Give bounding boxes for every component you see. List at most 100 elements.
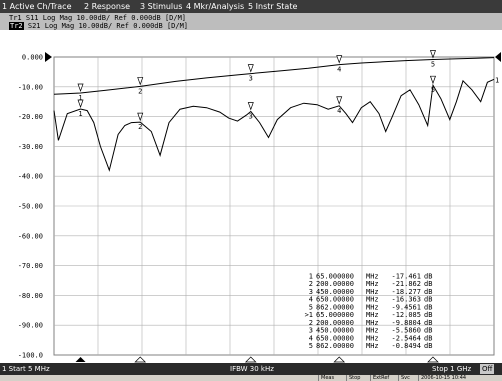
y-tick-label: -100.0 [18,352,43,360]
trace-2-text: S21 Log Mag 10.00dB/ Ref 0.000dB [D/M] [23,22,189,30]
marker-s11-4: 4 [336,55,343,74]
marker-value-unit: dB [424,303,432,311]
marker-triangle [77,83,84,93]
marker-value-unit: dB [424,288,432,296]
marker-stimulus: 200.00000 [316,319,354,327]
marker-id: 2 [309,319,313,327]
marker-position-indicator [134,356,147,363]
trace-1-badge: Tr1 [9,14,22,22]
chart-area: 0.000 -10.00 -20.00 -30.00 -40.00 -50.00 -60.0… [0,30,502,363]
y-tick-label: -30.00 [18,143,43,151]
marker-s21-5: 5 [429,75,436,94]
y-tick-label: -40.00 [18,173,43,181]
marker-number-label: 3 [249,112,253,120]
menu-instr-state[interactable]: 5 Instr State [248,2,298,11]
stop-frequency[interactable]: Stop 1 GHz [432,365,472,373]
ifbw-setting[interactable]: IFBW 30 kHz [230,365,274,373]
marker-unit: MHz [366,319,379,327]
marker-stimulus: 650.00000 [316,334,354,342]
marker-value-unit: dB [424,280,432,288]
marker-position-indicator [427,356,439,363]
marker-stimulus: 65.000000 [316,311,354,319]
marker-value: -18.277 [391,288,421,296]
reference-position-arrow [45,52,52,62]
marker-triangle [77,99,84,109]
marker-value-unit: dB [424,272,432,280]
marker-unit: MHz [366,272,379,280]
marker-s21-3: 3 [247,102,254,120]
marker-unit: MHz [366,288,379,296]
marker-id: 3 [309,327,313,335]
taskbar-datetime: 2006-10-15 10:44 [418,375,466,381]
marker-value-unit: dB [424,319,432,327]
marker-value: -0.8494 [391,342,421,350]
marker-triangle [247,102,254,111]
marker-unit: MHz [366,303,379,311]
trace-1-text: S11 Log Mag 10.00dB/ Ref 0.000dB [D/M] [21,14,187,22]
marker-id: 2 [309,280,313,288]
menu-active-ch-trace[interactable]: 1 Active Ch/Trace [2,2,72,11]
y-tick-label: -70.00 [18,262,43,270]
marker-unit: MHz [366,342,379,350]
marker-number-label: 2 [138,87,142,95]
marker-table-row: >1 65.000000 MHz -12.085 dB [305,311,433,319]
trace-line-s21 [53,78,495,172]
y-tick-label: -80.00 [18,292,43,300]
marker-id: 5 [309,342,313,350]
marker-stimulus: 650.00000 [316,296,354,304]
trace-line-s11 [53,57,495,95]
trace-header: Tr1 S11 Log Mag 10.00dB/ Ref 0.000dB [D/… [0,13,502,30]
y-tick-label: -90.00 [18,322,43,330]
marker-value-unit: dB [424,334,432,342]
marker-value-unit: dB [424,327,432,335]
marker-table-row: 2 200.00000 MHz -9.8804 dB [309,319,433,327]
menu-stimulus[interactable]: 3 Stimulus [140,2,183,11]
trace-end-label: 1 [495,76,499,84]
taskbar-meas: Meas [318,375,334,381]
task-bar: Meas Stop ExtRef Svc 2006-10-15 10:44 [0,375,502,381]
marker-s11-1: 1 [77,83,84,102]
y-tick-label: 0.000 [22,54,43,62]
y-tick-label: -60.00 [18,232,43,240]
trace-label-1[interactable]: Tr1 S11 Log Mag 10.00dB/ Ref 0.000dB [D/… [9,14,186,22]
menu-mkr-analysis[interactable]: 4 Mkr/Analysis [186,2,245,11]
start-frequency[interactable]: 1 Start 5 MHz [2,365,50,373]
marker-unit: MHz [366,327,379,335]
marker-s21-4: 4 [336,96,343,115]
chart-svg: 0.000 -10.00 -20.00 -30.00 -40.00 -50.00 -60.0… [18,50,501,363]
marker-id: 4 [309,334,313,342]
marker-table-row: 4 650.00000 MHz -2.5464 dB [309,334,433,342]
marker-table-row: 2 200.00000 MHz -21.862 dB [309,280,433,288]
marker-triangle [137,77,144,86]
marker-triangle [247,64,254,73]
marker-value: -9.8804 [391,319,421,327]
marker-id: 4 [309,296,313,304]
marker-value: -17.461 [391,272,421,280]
off-button[interactable]: Off [480,364,495,374]
marker-number-label: 4 [337,107,341,115]
marker-table: 1 65.000000 MHz -17.461 dB2 200.00000 MHz -21.8… [305,272,433,350]
marker-s11-2: 2 [137,77,144,95]
marker-value: -2.5464 [391,334,421,342]
marker-id: 1 [309,272,313,280]
taskbar-extref: ExtRef [370,375,389,381]
active-marker-indicator [75,357,86,362]
marker-triangle [336,96,343,105]
marker-value: -9.4561 [391,303,421,311]
reference-position-arrow-right [495,52,501,62]
marker-s11-3: 3 [247,64,254,83]
trace-2-badge: Tr2 [9,22,24,30]
marker-value: -16.363 [391,296,421,304]
marker-unit: MHz [366,334,379,342]
menu-response[interactable]: 2 Response [84,2,131,11]
y-tick-label: -50.00 [18,203,43,211]
marker-stimulus: 862.00000 [316,342,354,350]
marker-position-indicator [244,356,257,363]
trace-label-2[interactable]: Tr2 S21 Log Mag 10.00dB/ Ref 0.000dB [D/… [9,22,188,30]
marker-number-label: 1 [78,110,82,118]
y-tick-label: -10.00 [18,83,43,91]
marker-table-row: 5 862.00000 MHz -0.8494 dB [309,342,433,350]
marker-value-unit: dB [424,296,432,304]
taskbar-stop: Stop [346,375,360,381]
menu-bar: 1 Active Ch/Trace 2 Response 3 Stimulus … [0,0,502,13]
